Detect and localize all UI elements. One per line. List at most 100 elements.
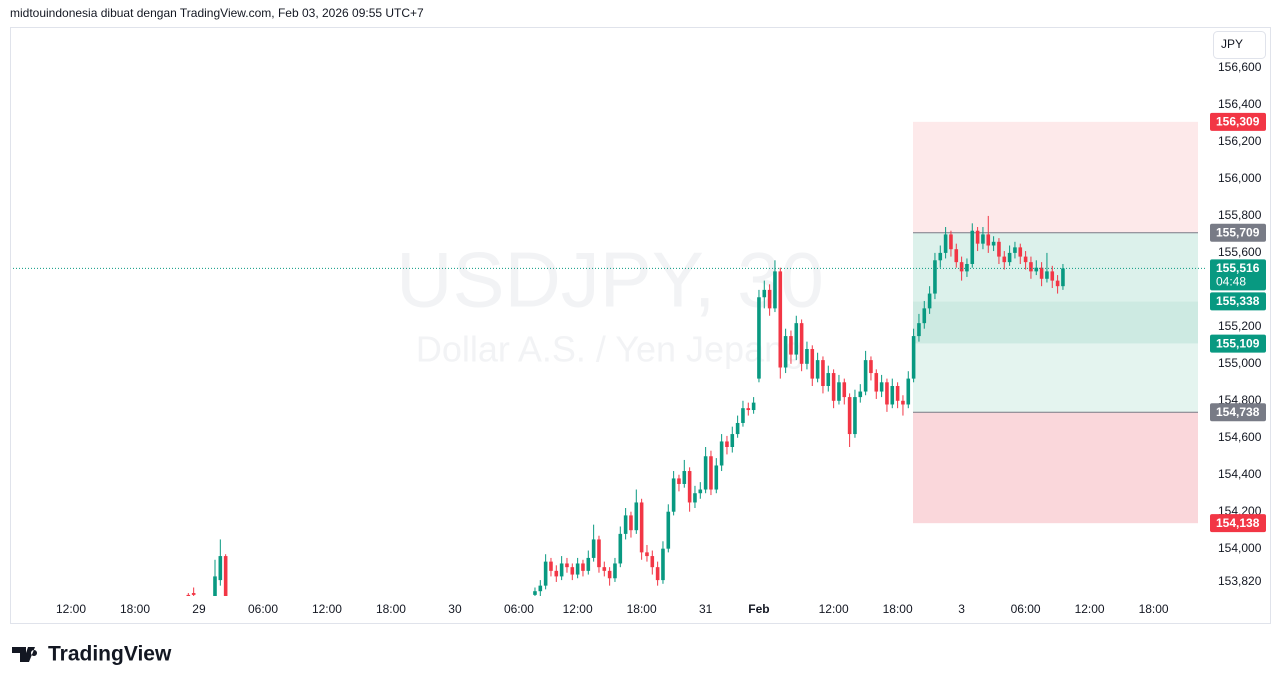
price-label: 155,338 — [1216, 294, 1260, 308]
header-text: midtouindonesia dibuat dengan TradingVie… — [10, 6, 424, 20]
candle-body — [543, 561, 548, 586]
candle-body — [1050, 271, 1055, 281]
logo-icon[interactable] — [12, 647, 38, 662]
candle-body — [618, 533, 623, 564]
candle-body — [1034, 267, 1039, 272]
candle-body — [1039, 267, 1044, 279]
candle-body — [213, 576, 217, 596]
candle-body — [613, 563, 617, 579]
x-tick-label: 18:00 — [883, 602, 913, 616]
y-tick-label: 154,600 — [1218, 430, 1262, 444]
candle-body — [591, 539, 596, 558]
candle-body — [863, 360, 868, 392]
price-label-box — [1210, 259, 1266, 291]
candle-body — [879, 382, 884, 392]
price-label: 156,309 — [1216, 115, 1260, 129]
candle-body — [581, 563, 585, 571]
price-label: 155,109 — [1216, 336, 1260, 350]
candle-body — [949, 234, 953, 250]
candle-body — [975, 230, 980, 244]
candle-body — [575, 563, 580, 575]
x-tick-label: 30 — [448, 602, 462, 616]
candle-body — [1002, 256, 1007, 263]
y-tick-label: 155,800 — [1218, 208, 1262, 222]
candle-body — [943, 234, 948, 253]
price-label-box — [1210, 334, 1266, 353]
candle-body — [901, 400, 905, 405]
candle-body — [607, 570, 612, 579]
x-tick-label: 12:00 — [819, 602, 849, 616]
candle-body — [533, 591, 537, 595]
candle-body — [586, 557, 591, 571]
x-tick-label: 06:00 — [248, 602, 278, 616]
candle-body — [559, 563, 564, 577]
currency-button[interactable]: JPY — [1213, 31, 1266, 59]
candle-body — [655, 567, 660, 581]
x-tick-label: 18:00 — [627, 602, 657, 616]
candle-body — [997, 241, 1001, 257]
candle-body — [570, 567, 575, 575]
candle-body — [959, 262, 964, 272]
candle-body — [853, 397, 857, 435]
price-axis: 156,600 156,400 156,200 156,000 155,800 155,6… — [1210, 60, 1266, 588]
countdown-label: 04:48 — [1216, 275, 1246, 289]
x-tick-label: 29 — [192, 602, 206, 616]
x-tick-label: 18:00 — [120, 602, 150, 616]
candle-body — [991, 241, 996, 246]
price-label: 154,138 — [1216, 516, 1260, 530]
price-label: 155,516 — [1216, 261, 1260, 275]
candle-body — [191, 593, 196, 595]
candle-body — [911, 336, 916, 379]
footer-logo[interactable]: TradingView — [12, 643, 172, 666]
candle-body — [1018, 247, 1023, 257]
y-tick-label: 156,400 — [1218, 97, 1262, 111]
y-tick-label: 156,000 — [1218, 171, 1262, 185]
candle-body — [917, 323, 921, 337]
currency-label[interactable]: JPY — [1221, 37, 1243, 51]
price-label: 154,738 — [1216, 405, 1260, 419]
price-label-box — [1210, 514, 1266, 533]
position-zone — [913, 343, 1198, 413]
candle-body — [693, 493, 697, 503]
y-tick-label: 156,600 — [1218, 60, 1262, 74]
candle-body — [1061, 268, 1065, 287]
candle-body — [549, 561, 553, 571]
candle-body — [650, 556, 655, 568]
candle-body — [538, 585, 543, 592]
x-tick-label: 12:00 — [56, 602, 86, 616]
candle-body — [805, 349, 809, 364]
candle-body — [794, 323, 799, 355]
candle-body — [858, 391, 863, 398]
watermark-title: USDJPY, 30 — [396, 236, 824, 324]
candle-body — [1013, 247, 1017, 253]
candle-body — [639, 502, 644, 553]
candle-body — [837, 382, 841, 401]
candle-body — [714, 465, 719, 490]
x-tick-label: 12:00 — [1075, 602, 1105, 616]
y-tick-label: 154,000 — [1218, 541, 1262, 555]
candle-body — [938, 252, 943, 261]
candle-body — [762, 289, 767, 298]
candle-body — [927, 293, 932, 309]
x-tick-label: 06:00 — [504, 602, 534, 616]
x-tick-label: 18:00 — [376, 602, 406, 616]
candle-body — [677, 478, 681, 484]
candle-body — [687, 471, 692, 503]
price-label-box — [1210, 112, 1266, 131]
candle-body — [1045, 271, 1049, 279]
watermark: USDJPY, 30 Dollar A.S. / Yen Jepang — [396, 236, 824, 370]
candle-body — [799, 323, 804, 364]
candle-body — [629, 515, 633, 531]
logo-text[interactable]: TradingView — [48, 643, 172, 666]
y-tick-label: 155,000 — [1218, 356, 1262, 370]
price-label-box — [1210, 403, 1266, 422]
candle-body — [869, 360, 873, 374]
candle-body — [986, 234, 991, 246]
x-tick-label: 06:00 — [1011, 602, 1041, 616]
candle-body — [906, 378, 911, 405]
currency-button-box[interactable] — [1213, 31, 1266, 59]
candle-body — [831, 373, 836, 401]
candle-body — [1007, 252, 1012, 263]
candle-body — [826, 373, 831, 386]
candle-body — [874, 373, 879, 392]
